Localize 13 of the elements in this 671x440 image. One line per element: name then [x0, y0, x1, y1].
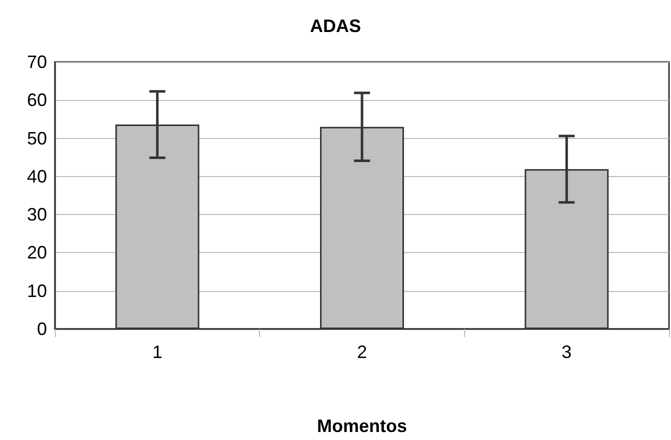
y-tick-label: 40 — [26, 166, 47, 186]
y-tick-label: 50 — [26, 128, 47, 148]
chart-title: ADAS — [310, 16, 362, 36]
y-tick-label: 70 — [26, 52, 47, 72]
x-axis-title: Momentos — [317, 416, 407, 436]
y-tick-label: 20 — [26, 242, 47, 263]
y-tick-label: 0 — [36, 319, 47, 339]
y-tick-label: 60 — [26, 90, 47, 110]
x-tick-label: 1 — [152, 342, 162, 362]
x-tick-label: 3 — [562, 342, 572, 362]
x-tick-label: 2 — [356, 342, 368, 362]
y-tick-label: 30 — [26, 204, 47, 225]
y-tick-label: 10 — [26, 280, 47, 301]
